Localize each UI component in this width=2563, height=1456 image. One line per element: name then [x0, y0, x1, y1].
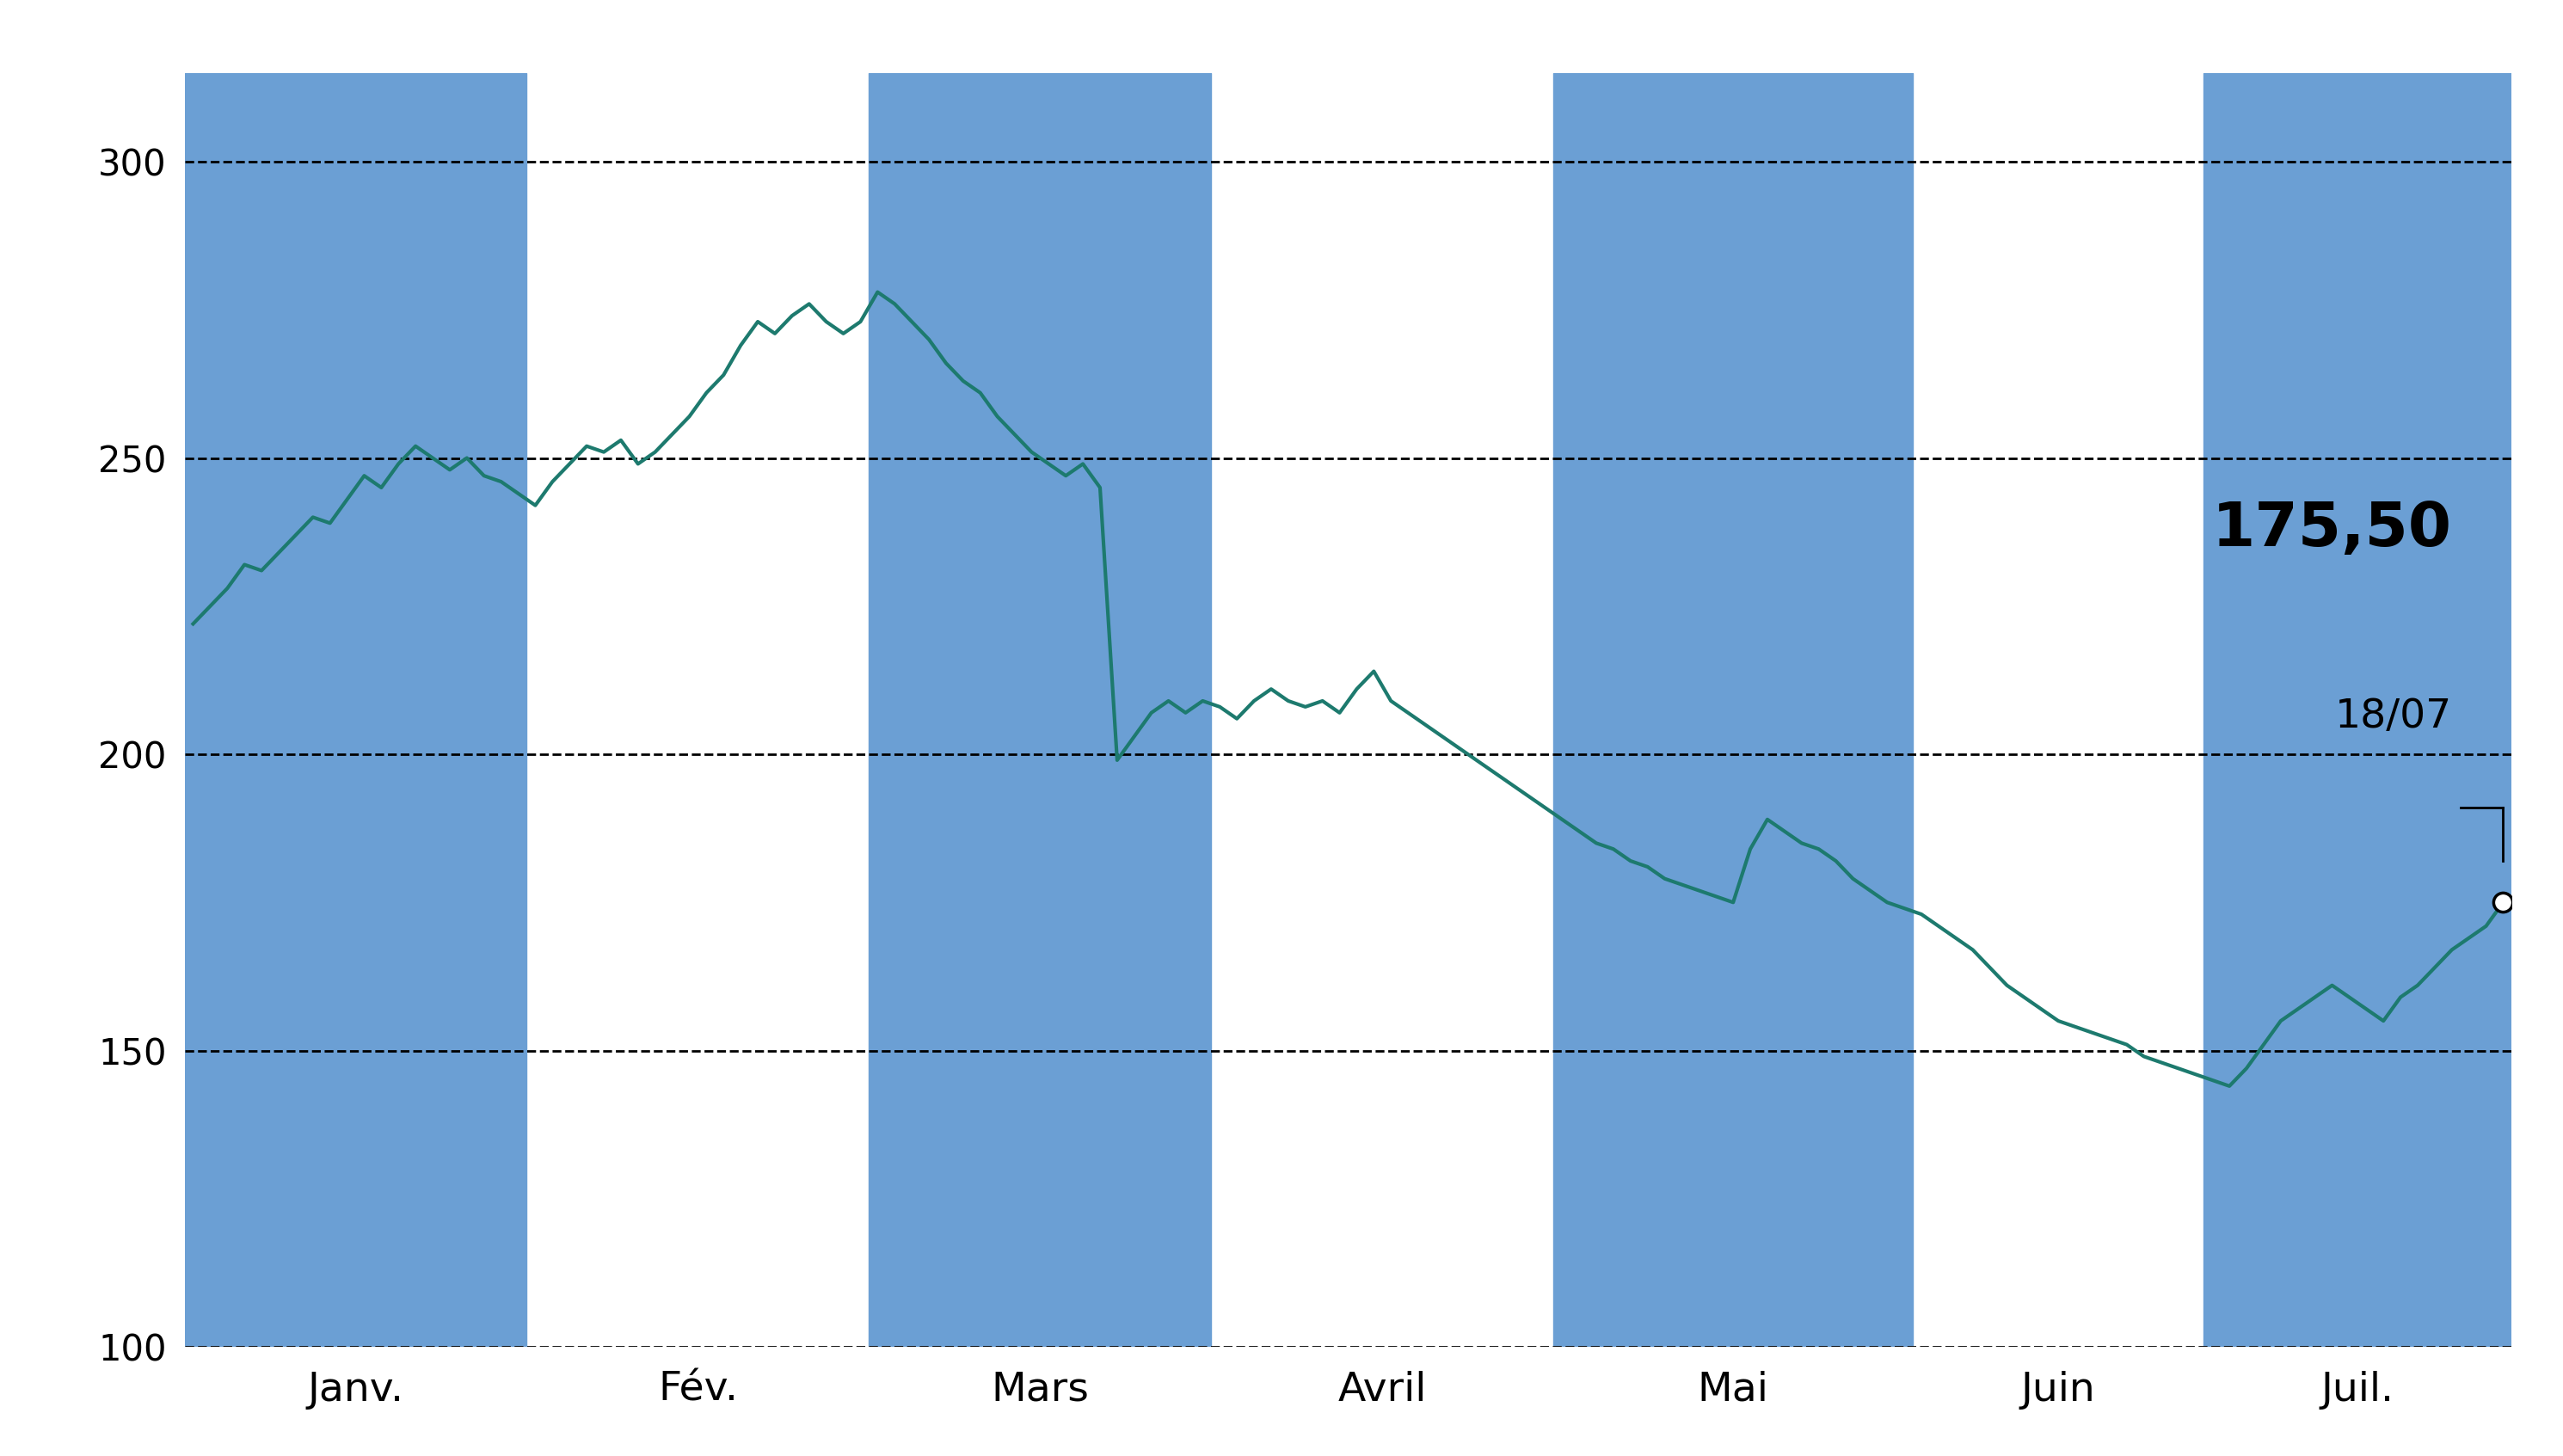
Text: 18/07: 18/07	[2335, 697, 2453, 737]
Text: SARTORIUS STED BIO: SARTORIUS STED BIO	[707, 13, 1856, 106]
Bar	[869, 73, 1212, 1347]
Bar	[1553, 73, 1912, 1347]
Text: 175,50: 175,50	[2212, 499, 2453, 559]
Bar	[2204, 73, 2512, 1347]
Bar	[185, 73, 528, 1347]
